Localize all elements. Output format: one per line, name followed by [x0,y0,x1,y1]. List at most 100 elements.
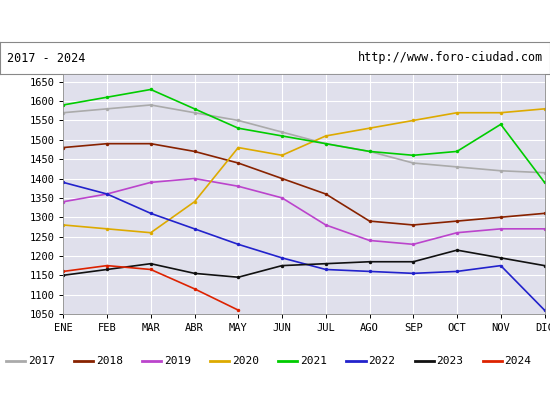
Text: 2022: 2022 [368,356,395,366]
2018 [497,215,504,220]
2021 [147,87,154,92]
2017 [497,168,504,173]
Text: http://www.foro-ciudad.com: http://www.foro-ciudad.com [358,52,543,64]
2022 [410,271,416,276]
2023 [104,267,111,272]
2021 [410,153,416,158]
2018 [191,149,198,154]
2023 [60,273,67,278]
2020 [410,118,416,123]
2017 [322,141,329,146]
2024 [147,267,154,272]
2022 [497,263,504,268]
2022 [147,211,154,216]
2021 [235,126,241,130]
2021 [541,180,548,185]
2019 [235,184,241,189]
Line: 2017: 2017 [62,104,546,174]
2019 [104,192,111,196]
2018 [104,141,111,146]
2023 [541,263,548,268]
2020 [541,106,548,111]
2023 [191,271,198,276]
Text: 2021: 2021 [300,356,327,366]
2024 [60,269,67,274]
Line: 2019: 2019 [62,178,546,245]
2022 [541,308,548,312]
2022 [279,256,285,260]
2018 [410,222,416,227]
Line: 2022: 2022 [62,181,546,311]
2023 [454,248,460,252]
Text: 2024: 2024 [504,356,531,366]
2018 [366,219,373,224]
2021 [104,95,111,100]
2020 [191,199,198,204]
2023 [322,261,329,266]
2022 [235,242,241,247]
2019 [541,226,548,231]
2020 [235,145,241,150]
2018 [454,219,460,224]
Line: 2024: 2024 [62,264,239,311]
2018 [279,176,285,181]
2019 [454,230,460,235]
2019 [322,222,329,227]
2022 [454,269,460,274]
2019 [191,176,198,181]
2021 [454,149,460,154]
2023 [147,261,154,266]
Text: 2023: 2023 [436,356,463,366]
Line: 2018: 2018 [62,143,546,226]
2017 [454,164,460,169]
2018 [147,141,154,146]
2017 [147,102,154,107]
2018 [235,161,241,166]
Text: 2018: 2018 [96,356,123,366]
2022 [366,269,373,274]
2024 [191,286,198,291]
2017 [60,110,67,115]
2021 [191,106,198,111]
2023 [410,259,416,264]
2017 [104,106,111,111]
Text: 2020: 2020 [232,356,259,366]
2020 [322,134,329,138]
2023 [366,259,373,264]
2021 [279,134,285,138]
2020 [104,226,111,231]
2020 [497,110,504,115]
2022 [60,180,67,185]
2017 [279,130,285,134]
2021 [60,102,67,107]
2018 [60,145,67,150]
2019 [147,180,154,185]
2021 [322,141,329,146]
Text: 2017 - 2024: 2017 - 2024 [7,52,85,64]
2019 [410,242,416,247]
2019 [279,196,285,200]
Text: 2019: 2019 [164,356,191,366]
2017 [541,170,548,175]
2023 [497,256,504,260]
2024 [104,263,111,268]
2019 [366,238,373,243]
Text: Evolucion del paro registrado en Humanes de Madrid: Evolucion del paro registrado en Humanes… [56,14,494,28]
2019 [60,199,67,204]
Text: 2017: 2017 [28,356,55,366]
2017 [410,161,416,166]
2021 [366,149,373,154]
2022 [191,226,198,231]
2023 [279,263,285,268]
2020 [366,126,373,130]
Line: 2021: 2021 [62,88,546,184]
2022 [104,192,111,196]
2021 [497,122,504,127]
2018 [322,192,329,196]
2017 [235,118,241,123]
2017 [191,110,198,115]
2020 [279,153,285,158]
2022 [322,267,329,272]
2024 [235,308,241,312]
2020 [147,230,154,235]
